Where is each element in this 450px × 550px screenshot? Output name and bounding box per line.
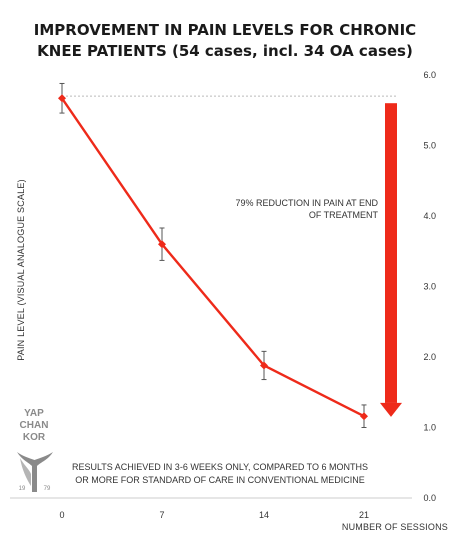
y-tick-label: 4.0 (423, 211, 436, 221)
series (58, 82, 368, 428)
x-tick-label: 0 (59, 510, 64, 520)
logo-year-right: 79 (44, 486, 51, 492)
x-tick-label: 21 (359, 510, 369, 520)
reduction-note-line-1: 79% REDUCTION IN PAIN AT END (235, 198, 378, 208)
chart-title: IMPROVEMENT IN PAIN LEVELS FOR CHRONIC K… (0, 20, 450, 62)
data-point (260, 361, 268, 370)
reduction-note-line-2: OF TREATMENT (309, 210, 379, 220)
y-tick-labels: 0.0 1.0 2.0 3.0 4.0 5.0 6.0 (423, 70, 436, 503)
data-point (158, 240, 166, 249)
y-tick-label: 0.0 (423, 493, 436, 503)
chart-title-line-1: IMPROVEMENT IN PAIN LEVELS FOR CHRONIC (33, 21, 417, 39)
logo-emblem (17, 452, 53, 492)
results-note-line-2: OR MORE FOR STANDARD OF CARE IN CONVENTI… (75, 475, 365, 485)
data-point (58, 94, 66, 103)
logo-text-yap: YAP (24, 408, 44, 419)
y-axis-label: PAIN LEVEL (VISUAL ANALOGUE SCALE) (16, 179, 26, 361)
y-tick-label: 2.0 (423, 352, 436, 362)
x-tick-labels: 0 7 14 21 (59, 510, 369, 520)
logo-text-kor: KOR (23, 432, 46, 443)
data-point (360, 412, 368, 421)
x-tick-label: 14 (259, 510, 269, 520)
reduction-arrow (380, 103, 402, 417)
y-tick-label: 3.0 (423, 282, 436, 292)
logo-year-left: 19 (19, 486, 26, 492)
logo-text-chan: CHAN (20, 420, 49, 431)
arrow-head (380, 402, 402, 417)
y-tick-label: 6.0 (423, 70, 436, 80)
x-axis-label: NUMBER OF SESSIONS (342, 522, 448, 532)
yap-chan-kor-logo: YAP CHAN KOR 19 79 (17, 408, 53, 492)
logo-emblem-shadow (20, 458, 31, 486)
chart-title-line-2: KNEE PATIENTS (54 cases, incl. 34 OA cas… (37, 42, 413, 60)
arrow-shaft (385, 103, 397, 403)
y-tick-label: 5.0 (423, 141, 436, 151)
y-tick-label: 1.0 (423, 423, 436, 433)
series-line (61, 97, 365, 418)
results-note-line-1: RESULTS ACHIEVED IN 3-6 WEEKS ONLY, COMP… (72, 462, 368, 472)
x-tick-label: 7 (159, 510, 164, 520)
